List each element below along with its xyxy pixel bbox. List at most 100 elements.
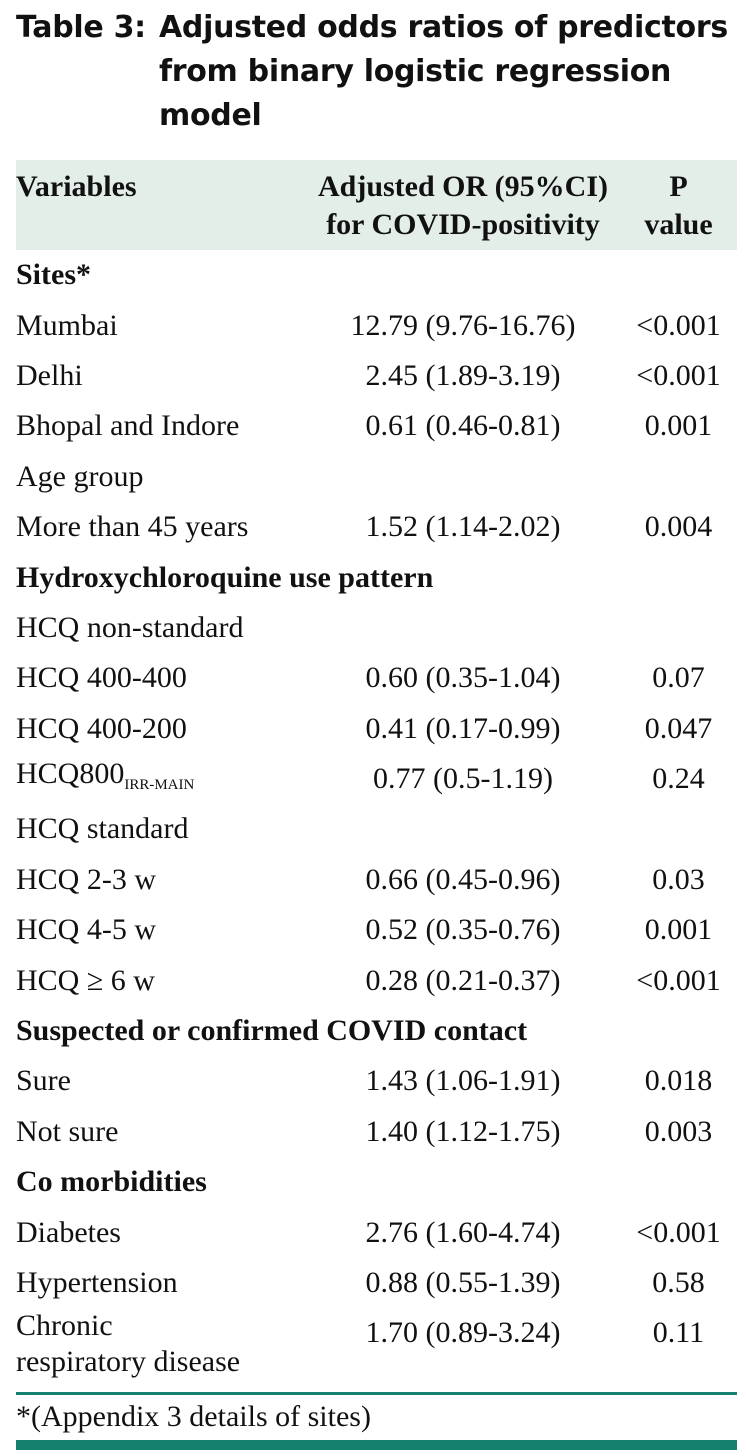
variable-cell: HCQ non-standard [16,603,737,653]
p-cell: <0.001 [636,1215,721,1249]
or-cell: 0.52 (0.35-0.76) [365,913,561,947]
table-row: HCQ 4-5 w 0.52 (0.35-0.76) 0.001 [16,905,737,955]
p-cell: <0.001 [636,963,721,997]
p-cell: 0.24 [652,762,705,796]
variable-cell: HCQ 2-3 w [16,855,306,905]
variable-text: HCQ 4-5 w [16,913,156,947]
variable-text: Age group [16,459,144,493]
or-cell: 0.41 (0.17-0.99) [365,711,561,745]
variable-text: HCQ standard [16,812,189,846]
variable-cell: Suspected or confirmed COVID contact [16,1006,737,1056]
variable-text: Suspected or confirmed COVID contact [16,1014,528,1048]
bottom-bar [16,1440,737,1450]
variable-text: Chronic [16,1309,113,1343]
variable-text: HCQ 400-200 [16,711,187,745]
p-cell: 0.58 [652,1266,705,1299]
variable-cell: HCQ800IRR-MAIN [16,754,306,804]
header-text: for COVID-positivity [326,208,600,241]
variable-subscript: IRR-MAIN [124,776,195,793]
table-row: Mumbai 12.79 (9.76-16.76) <0.001 [16,300,737,350]
variable-cell: HCQ 400-200 [16,704,306,754]
or-cell: 1.70 (0.89-3.24) [365,1316,561,1350]
or-cell: 12.79 (9.76-16.76) [350,308,576,342]
header-text: value [644,208,713,241]
p-cell: 0.03 [652,862,705,896]
table-row: HCQ 400-200 0.41 (0.17-0.99) 0.047 [16,704,737,754]
table-row: HCQ800IRR-MAIN 0.77 (0.5-1.19) 0.24 [16,754,737,804]
variable-cell: Hypertension [16,1258,306,1308]
variable-text: Co morbidities [16,1165,207,1199]
p-cell: 0.07 [652,661,705,695]
header-text: Adjusted OR (95%CI) [317,170,608,203]
table-label: Table 3: [16,10,146,45]
variable-cell: Hydroxychloroquine use pattern [16,552,737,602]
variable-text: Not sure [16,1114,119,1148]
variable-cell: HCQ standard [16,804,737,854]
table-row: Sure 1.43 (1.06-1.91) 0.018 [16,1056,737,1106]
variable-cell: HCQ ≥ 6 w [16,955,306,1005]
variable-cell: More than 45 years [16,502,306,552]
or-cell: 0.77 (0.5-1.19) [373,762,553,796]
variable-cell: Bhopal and Indore [16,401,306,451]
variable-text: Mumbai [16,308,118,342]
table-row: Diabetes 2.76 (1.60-4.74) <0.001 [16,1207,737,1257]
p-cell: <0.001 [636,358,721,392]
variable-cell: Age group [16,452,737,502]
header-cell: Variables [16,160,306,250]
p-cell: 0.047 [644,711,713,745]
variable-text: Delhi [16,358,83,392]
variable-text: respiratory disease [16,1345,241,1379]
table-row: HCQ 2-3 w 0.66 (0.45-0.96) 0.03 [16,855,737,905]
variable-text: HCQ non-standard [16,610,244,644]
table-row: Not sure 1.40 (1.12-1.75) 0.003 [16,1107,737,1157]
table-row: HCQ non-standard [16,603,737,653]
or-cell: 1.43 (1.06-1.91) [365,1064,561,1098]
table-row: Delhi 2.45 (1.89-3.19) <0.001 [16,351,737,401]
p-cell: 0.004 [644,510,713,544]
p-cell: 0.001 [644,409,713,443]
variable-cell: Chronic respiratory disease [16,1308,306,1380]
or-cell: 0.88 (0.55-1.39) [365,1266,561,1299]
header-text: Variables [16,170,137,203]
table-rule [16,1392,737,1395]
variable-cell: Sites* [16,250,737,300]
or-cell: 2.76 (1.60-4.74) [365,1215,561,1249]
footnote: *(Appendix 3 details of sites) [16,1400,371,1433]
header-row: Variables Adjusted OR (95%CI) for COVID-po… [16,160,737,250]
or-cell: 1.40 (1.12-1.75) [365,1114,561,1148]
variable-text: Diabetes [16,1215,121,1249]
variable-cell: Sure [16,1056,306,1106]
variable-cell: Delhi [16,351,306,401]
table-row: Hydroxychloroquine use pattern [16,552,737,602]
variable-text: HCQ 400-400 [16,661,187,695]
p-cell: 0.001 [644,913,713,947]
variable-text: Hypertension [16,1266,178,1299]
table-title: Table 3: Adjusted odds ratios of predict… [16,6,736,138]
variable-text: HCQ 2-3 w [16,862,156,896]
p-cell: 0.11 [652,1316,705,1350]
or-cell: 0.66 (0.45-0.96) [365,862,561,896]
table-row: HCQ 400-400 0.60 (0.35-1.04) 0.07 [16,653,737,703]
variable-cell: HCQ 400-400 [16,653,306,703]
p-cell: 0.003 [644,1114,713,1148]
table-row: Sites* [16,250,737,300]
table-row: HCQ ≥ 6 w 0.28 (0.21-0.37) <0.001 [16,955,737,1005]
header-cell: Adjusted OR (95%CI) for COVID-positivity [306,160,620,250]
variable-cell: Co morbidities [16,1157,737,1207]
variable-cell: Not sure [16,1107,306,1157]
table-row: Bhopal and Indore 0.61 (0.46-0.81) 0.001 [16,401,737,451]
variable-text: Sites* [16,258,91,292]
p-cell: <0.001 [636,308,721,342]
variable-cell: Diabetes [16,1207,306,1257]
variable-text: Bhopal and Indore [16,409,240,443]
table: Variables Adjusted OR (95%CI) for COVID-po… [16,160,737,1380]
table-row: More than 45 years 1.52 (1.14-2.02) 0.004 [16,502,737,552]
table-row: Co morbidities [16,1157,737,1207]
or-cell: 1.52 (1.14-2.02) [365,510,561,544]
table-row: Hypertension 0.88 (0.55-1.39) 0.58 [16,1258,737,1308]
variable-text: HCQ ≥ 6 w [16,963,155,997]
table-row: Age group [16,452,737,502]
or-cell: 0.60 (0.35-1.04) [365,661,561,695]
